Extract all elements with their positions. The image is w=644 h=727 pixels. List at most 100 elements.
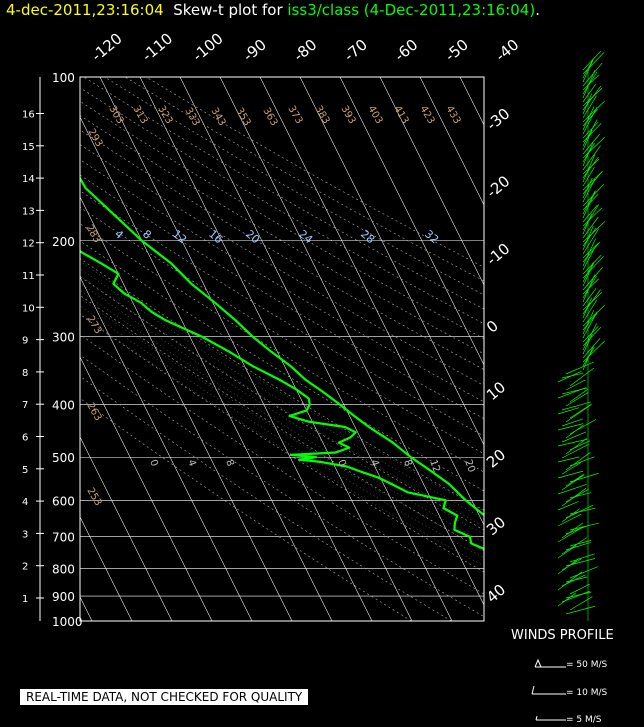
isotherm-line [80,356,213,621]
pressure-label: 100 [52,71,75,85]
isotherm-line [99,77,373,621]
plot-layer: 1234567891011121314151610020030040050060… [22,29,522,629]
wind-barb [582,216,599,239]
wind-barb [582,167,595,187]
isotherm-line [80,516,133,621]
dry-adiabat-label: 363 [260,106,279,128]
isotherm-label-right: -20 [483,172,513,202]
wind-barb [569,539,592,547]
wind-barb [557,526,584,543]
wind-barb [557,592,576,607]
wind-barb [565,404,591,423]
moist-adiabat-label: 0 [335,458,348,468]
isotherm-label-top: -110 [139,29,177,65]
moist-adiabat-line [80,282,484,535]
wind-barb [561,522,584,539]
winds-profile [531,50,606,721]
title-date: 4-dec-2011,23:16:04 [6,1,164,19]
dry-adiabat-line [80,87,484,325]
dry-adiabat-line [80,258,484,511]
wind-barb [582,123,602,143]
wind-barb [561,462,581,475]
wind-barb [582,323,598,351]
wind-barb [582,242,600,259]
isotherm-label-right: -10 [483,240,513,270]
wind-barb [582,58,594,79]
wind-barb [582,95,597,119]
wind-barb [582,311,598,339]
isotherm-label-top: -60 [391,36,421,66]
isotherm-label-top: -40 [492,36,522,66]
height-tick-label: 7 [22,400,28,411]
height-tick-label: 12 [22,239,35,250]
moist-adiabat-label: 4 [368,458,381,468]
wind-barb [565,361,594,375]
dewpoint-profile-line [80,249,484,551]
wind-barb [582,107,598,135]
wind-barb [557,407,580,415]
height-tick-label: 10 [22,303,35,314]
wind-barb [582,83,597,103]
isotherm-line [459,77,484,126]
wind-barb [557,423,584,431]
mixing-ratio-label: 20 [243,227,262,246]
wind-barb [582,340,605,363]
wind-barb [569,388,589,403]
wind-barb [582,109,598,127]
grid-layer [80,77,484,621]
wind-barb [582,70,596,99]
dry-adiabat-label: 433 [443,104,462,126]
wind-barb [582,62,603,87]
wind-barb [557,545,577,559]
pressure-label: 1000 [52,615,83,629]
moist-adiabat-label: 0 [147,458,160,468]
wind-barb [582,58,595,83]
height-tick-label: 2 [22,562,28,573]
wind-barb [582,213,592,235]
moist-adiabat-line [80,297,484,551]
height-tick-label: 11 [22,271,35,282]
wind-barb [582,137,605,159]
moist-adiabat-line [80,290,484,543]
isotherm-label-right: 10 [483,378,509,404]
moist-adiabat-label: 4 [185,458,198,468]
isotherm-label-top: -50 [442,36,472,66]
isotherm-line [259,77,484,526]
wind-barb [582,228,597,247]
isotherm-line [179,77,453,621]
wind-barb [582,262,594,283]
mixing-ratio-label: 32 [422,227,441,246]
dry-adiabat-line [80,354,484,618]
dry-adiabat-label: 333 [182,106,201,128]
wind-barb [582,154,596,183]
wind-barb [582,190,596,219]
height-tick-label: 5 [22,465,28,476]
mixing-ratio-label: 16 [206,227,225,246]
winds-profile-title: WINDS PROFILE [511,628,614,643]
isotherm-line [80,116,333,621]
wind-barb [557,571,583,591]
height-tick-label: 13 [22,206,35,217]
wind-barb [582,310,595,335]
isotherm-line [299,77,484,446]
wind-barb [582,71,598,95]
pressure-label: 800 [52,562,75,576]
isotherm-label-right: 30 [483,513,509,539]
height-tick-label: 6 [22,433,28,444]
wind-barb [582,250,594,271]
isotherm-label-right: 40 [483,581,509,607]
wind-barb [582,274,596,303]
wind-barb [557,470,584,479]
dry-adiabat-label: 393 [338,104,357,126]
wind-barb [582,278,600,295]
title-source: iss3/class (4-Dec-2011,23:16:04) [287,1,536,19]
wind-barb [565,438,587,455]
wind-barb [582,225,594,251]
wind-barb [565,473,585,487]
wind-scale-50-symbol [534,658,566,668]
wind-barb [582,228,600,255]
wind-barb [582,50,602,71]
height-tick-label: 8 [22,368,28,379]
wind-barb [582,93,593,115]
